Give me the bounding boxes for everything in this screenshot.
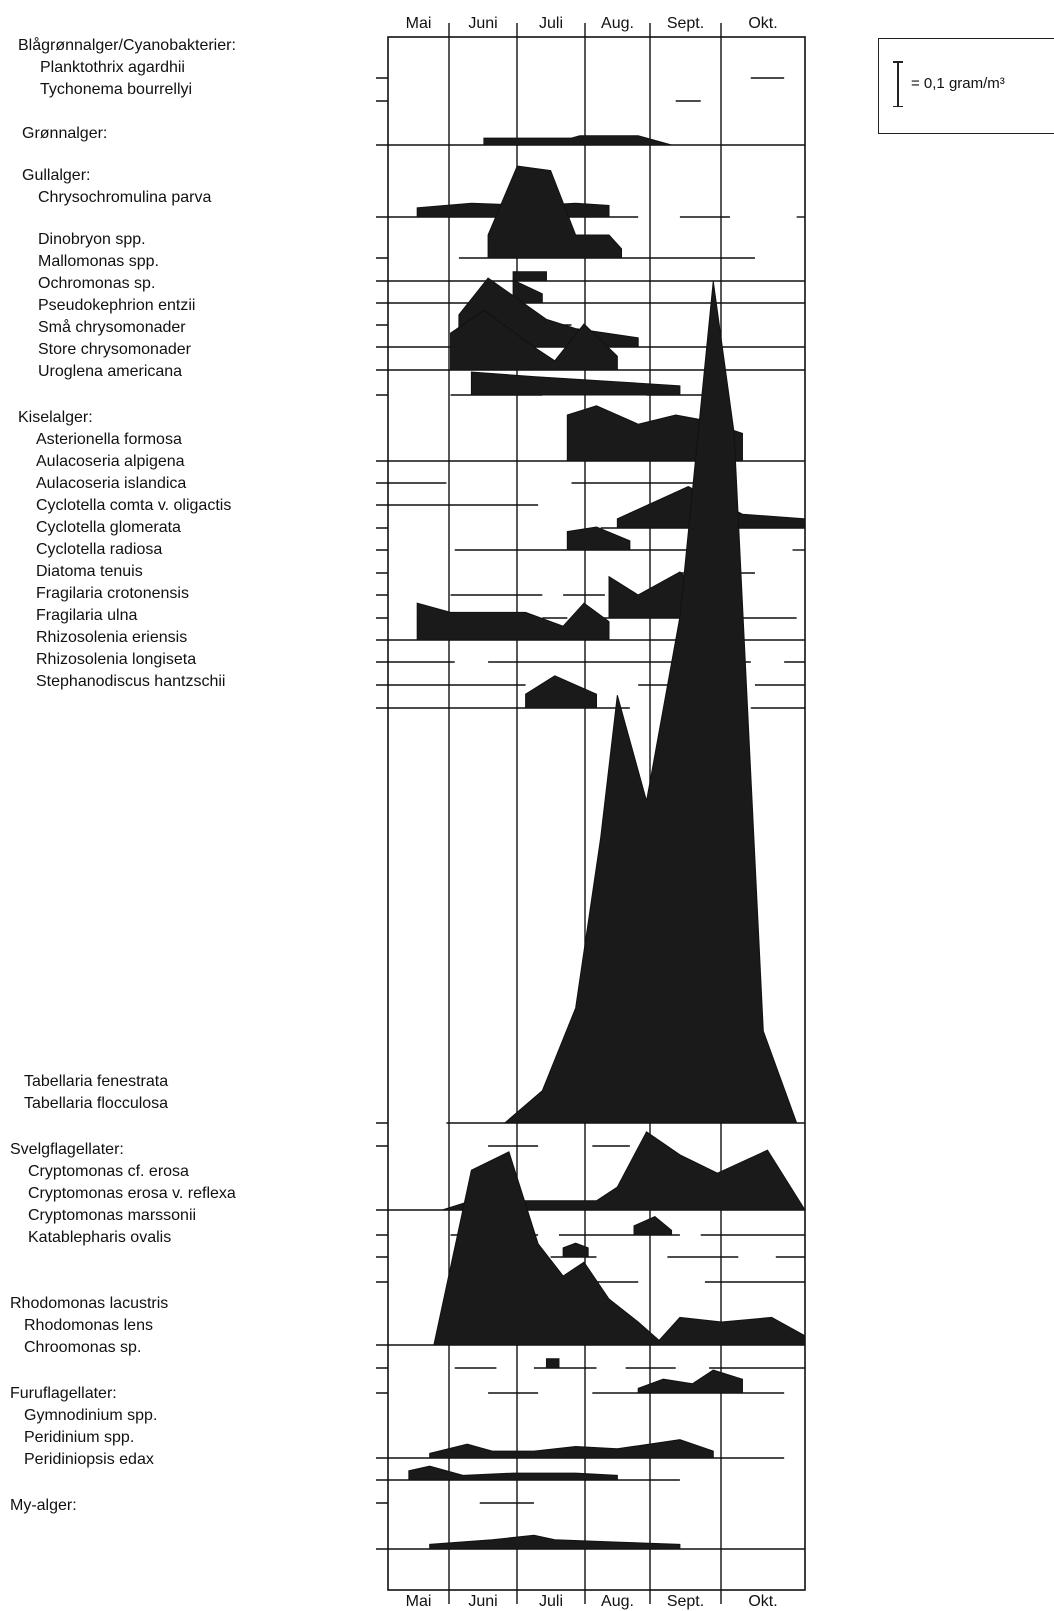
species-label: Peridinium spp.: [24, 1429, 135, 1446]
species-label: Dinobryon spp.: [38, 231, 146, 248]
species-label: Furuflagellater:: [10, 1385, 117, 1402]
biomass-area: [545, 1358, 560, 1369]
species-label: Aulacoseria islandica: [36, 475, 187, 492]
biomass-area: [512, 271, 547, 282]
scale-legend: = 0,1 gram/m³: [878, 38, 1054, 134]
month-tick-label: Sept.: [667, 15, 704, 32]
species-label: Mallomonas spp.: [38, 253, 159, 270]
species-label: Tabellaria fenestrata: [24, 1073, 169, 1090]
species-label: Gymnodinium spp.: [24, 1407, 158, 1424]
species-label: Tychonema bourrellyi: [40, 81, 193, 98]
species-label: Kiselalger:: [18, 409, 93, 426]
biomass-area: [433, 1151, 806, 1346]
month-tick-label: Mai: [406, 1593, 432, 1610]
species-label: Katablepharis ovalis: [28, 1229, 172, 1246]
species-label: Ochromonas sp.: [38, 275, 156, 292]
species-label: Tabellaria flocculosa: [24, 1095, 169, 1112]
species-label: Cyclotella radiosa: [36, 541, 163, 558]
biomass-area: [450, 309, 618, 371]
biomass-area: [487, 165, 623, 259]
plot-frame: [387, 36, 806, 1591]
species-label: Diatoma tenuis: [36, 563, 143, 580]
species-label: Chroomonas sp.: [24, 1339, 142, 1356]
species-label: Peridiniopsis edax: [24, 1451, 154, 1468]
species-label-column: Blågrønnalger/Cyanobakterier: Planktothri…: [0, 0, 370, 1611]
species-label: Chrysochromulina parva: [38, 189, 212, 206]
species-label: Rhizosolenia eriensis: [36, 629, 188, 646]
species-label: Små chrysomonader: [38, 319, 186, 336]
species-label: Rhodomonas lacustris: [10, 1295, 169, 1312]
biomass-area: [503, 281, 798, 1124]
month-tick-label: Okt.: [748, 1593, 777, 1610]
species-label: Stephanodiscus hantzschii: [36, 673, 226, 690]
biomass-area: [429, 1534, 681, 1550]
species-label: Cryptomonas cf. erosa: [28, 1163, 189, 1180]
biomass-area: [637, 1369, 743, 1394]
species-label: Fragilaria crotonensis: [36, 585, 189, 602]
biomass-area: [483, 135, 672, 146]
biomass-area: [562, 1242, 589, 1258]
biomass-area: [408, 1465, 618, 1481]
species-label: Rhodomonas lens: [24, 1317, 153, 1334]
species-label: Cyclotella glomerata: [36, 519, 181, 536]
scale-bar-icon: [893, 61, 903, 107]
species-label: Blågrønnalger/Cyanobakterier:: [18, 37, 236, 54]
biomass-area: [525, 675, 597, 709]
species-label: My-alger:: [10, 1497, 77, 1514]
species-label: Asterionella formosa: [36, 431, 182, 448]
species-label: Aulacoseria alpigena: [36, 453, 185, 470]
species-label: Svelgflagellater:: [10, 1141, 124, 1158]
species-label: Pseudokephrion entzii: [38, 297, 196, 314]
month-tick-label: Mai: [406, 15, 432, 32]
species-label: Rhizosolenia longiseta: [36, 651, 197, 668]
biomass-area: [512, 279, 543, 304]
month-tick-label: Juli: [539, 15, 563, 32]
month-tick-label: Juli: [539, 1593, 563, 1610]
month-tick-label: Juni: [468, 1593, 497, 1610]
biomass-area: [416, 602, 610, 641]
month-tick-label: Sept.: [667, 1593, 704, 1610]
species-label: Cyclotella comta v. oligactis: [36, 497, 232, 514]
species-label: Grønnalger:: [22, 125, 108, 142]
scale-legend-label: = 0,1 gram/m³: [911, 75, 1005, 92]
biomass-area: [429, 1439, 714, 1459]
species-label: Gullalger:: [22, 167, 91, 184]
biomass-area: [633, 1216, 673, 1236]
species-label: Store chrysomonader: [38, 341, 191, 358]
month-tick-label: Aug.: [601, 15, 634, 32]
species-label: Uroglena americana: [38, 363, 183, 380]
biomass-area: [470, 371, 681, 396]
species-label: Planktothrix agardhii: [40, 59, 185, 76]
month-tick-label: Aug.: [601, 1593, 634, 1610]
month-tick-label: Juni: [468, 15, 497, 32]
biomass-area: [442, 1131, 806, 1211]
species-label: Cryptomonas erosa v. reflexa: [28, 1185, 236, 1202]
biomass-area: [566, 526, 631, 551]
month-tick-label: Okt.: [748, 15, 777, 32]
species-label: Cryptomonas marssonii: [28, 1207, 197, 1224]
species-label: Fragilaria ulna: [36, 607, 138, 624]
